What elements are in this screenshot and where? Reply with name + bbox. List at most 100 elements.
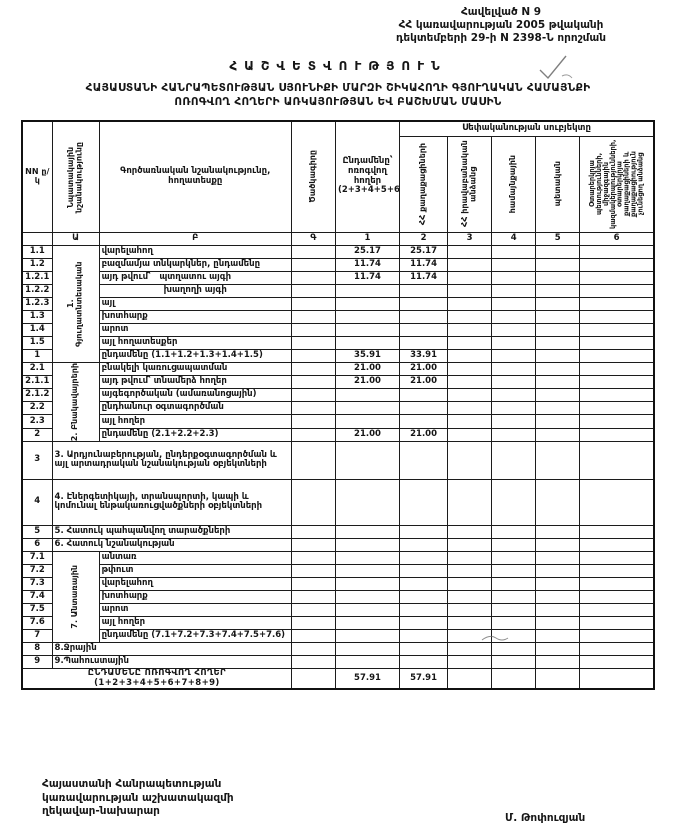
total-cell: 11.74 xyxy=(334,270,401,285)
report-title: ՀԱՇՎԵՏՎՈՒԹՅՈՒՆ xyxy=(229,59,447,74)
table-row-grand-total: ԸՆԴԱՄԵՆԸ ՈՌՈԳՎՈՂ ՀՈՂԵՐ (1+2+3+4+5+6+7+8+… xyxy=(21,667,655,690)
state-cell xyxy=(535,296,581,311)
citizens-cell xyxy=(399,576,449,591)
row-number: 2.2 xyxy=(21,401,53,416)
foreign-cell xyxy=(579,257,655,272)
row-label: թփուտ xyxy=(98,563,292,578)
citizens-cell xyxy=(399,440,449,480)
letter-cell: Գ xyxy=(290,231,336,246)
legal-cell xyxy=(447,563,493,578)
state-cell xyxy=(535,602,581,617)
legal-cell xyxy=(447,414,493,429)
total-cell xyxy=(334,335,401,350)
row-label: 9.Պահուստային xyxy=(51,654,292,669)
state-cell xyxy=(535,576,581,591)
annex-line-2: ՀՀ կառավարության 2005 թվականի xyxy=(398,19,604,32)
foreign-cell xyxy=(579,374,655,390)
report-subtitle: ՀԱՅԱՍՏԱՆԻ ՀԱՆՐԱՊԵՏՈՒԹՅԱՆ ՍՅՈՒՆԻՔԻ ՄԱՐԶԻ … xyxy=(0,82,676,109)
state-cell xyxy=(535,335,581,350)
community-cell xyxy=(491,270,537,285)
grand-citizens-cell: 57.91 xyxy=(399,667,449,690)
state-cell xyxy=(535,270,581,285)
letter-cell: 3 xyxy=(447,231,493,246)
total-cell: 21.00 xyxy=(334,374,401,390)
citizens-cell: 33.91 xyxy=(399,348,449,363)
row-label: 4. Էներգետիկայի, տրանսպորտի, կապի և կոմո… xyxy=(51,478,292,526)
row-label: այգեգործական (ամառանոցային) xyxy=(98,388,292,403)
row-label: անտառ xyxy=(98,550,292,565)
code-cell xyxy=(290,244,336,259)
code-cell xyxy=(290,283,336,298)
legal-cell xyxy=(447,667,493,690)
state-cell xyxy=(535,348,581,363)
row-number: 2.1.2 xyxy=(21,388,53,403)
total-cell xyxy=(334,478,401,526)
code-cell xyxy=(290,296,336,311)
foreign-cell xyxy=(579,550,655,565)
code-cell xyxy=(290,589,336,604)
row-label: խոտհարք xyxy=(98,309,292,324)
table-row: 7.2 թփուտ xyxy=(21,563,655,578)
community-cell xyxy=(491,427,537,442)
legal-cell xyxy=(447,244,493,259)
foreign-cell xyxy=(579,296,655,311)
table-row: 7.4 խոտհարք xyxy=(21,589,655,604)
row-label: այլ հողեր xyxy=(98,414,292,429)
table-row: 8 8.Ջրային xyxy=(21,641,655,656)
total-cell xyxy=(334,322,401,337)
code-cell xyxy=(290,537,336,552)
foreign-cell xyxy=(579,335,655,350)
total-cell: 21.00 xyxy=(334,427,401,442)
header-own-legal-entities: ՀՀ իրավաբանական անձանց xyxy=(447,135,493,233)
row-number: 7 xyxy=(21,628,53,643)
state-cell xyxy=(535,388,581,403)
state-cell xyxy=(535,589,581,604)
foreign-cell xyxy=(579,283,655,298)
row-number: 1.2.1 xyxy=(21,270,53,285)
legal-cell xyxy=(447,388,493,403)
legal-cell xyxy=(447,270,493,285)
header-own-state: պետական xyxy=(535,135,581,233)
community-cell xyxy=(491,550,537,565)
table-row: 5 5. Հատուկ պահպանվող տարածքների xyxy=(21,524,655,539)
foreign-cell xyxy=(579,563,655,578)
community-cell xyxy=(491,296,537,311)
row-label: բազմամյա տնկարկներ, ընդամենը xyxy=(98,257,292,272)
row-label: այդ թվում՝ տնամերձ հողեր xyxy=(98,374,292,390)
code-cell xyxy=(290,361,336,376)
row-label: այլ հողեր xyxy=(98,615,292,630)
community-cell xyxy=(491,322,537,337)
row-label-text: պտղատու այգի xyxy=(159,271,232,282)
state-cell xyxy=(535,244,581,259)
total-cell: 35.91 xyxy=(334,348,401,363)
citizens-cell: 21.00 xyxy=(399,374,449,390)
state-cell xyxy=(535,537,581,552)
header-purpose: Նպատակային նշանակությունը xyxy=(51,120,100,233)
state-cell xyxy=(535,283,581,298)
state-cell xyxy=(535,563,581,578)
row-number: 9 xyxy=(21,654,53,669)
table-row: 2.2 ընդհանուր օգտագործման xyxy=(21,401,655,416)
community-cell xyxy=(491,348,537,363)
table-row-subtotal: 1 ընդամենը (1.1+1.2+1.3+1.4+1.5) 35.91 3… xyxy=(21,348,655,363)
row-label: արոտ xyxy=(98,322,292,337)
letter-cell: 1 xyxy=(334,231,401,246)
code-cell xyxy=(290,440,336,480)
legal-cell xyxy=(447,576,493,591)
header-own-foreign: Օտարերկրյա պետությունների, միջազգային կա… xyxy=(579,135,655,233)
total-cell xyxy=(334,401,401,416)
legal-cell xyxy=(447,440,493,480)
table-row: 1.5 այլ հողատեսքեր xyxy=(21,335,655,350)
legal-cell xyxy=(447,537,493,552)
row-number: 2.1.1 xyxy=(21,374,53,390)
total-cell xyxy=(334,615,401,630)
citizens-cell xyxy=(399,335,449,350)
citizens-cell xyxy=(399,524,449,539)
row-number: 1.4 xyxy=(21,322,53,337)
header-nn: NN ը/կ xyxy=(21,120,53,233)
state-cell xyxy=(535,654,581,669)
signatory-title-block: Հայաստանի Հանրապետության կառավարության ա… xyxy=(42,778,234,819)
legal-cell xyxy=(447,602,493,617)
state-cell xyxy=(535,478,581,526)
total-cell xyxy=(334,641,401,656)
